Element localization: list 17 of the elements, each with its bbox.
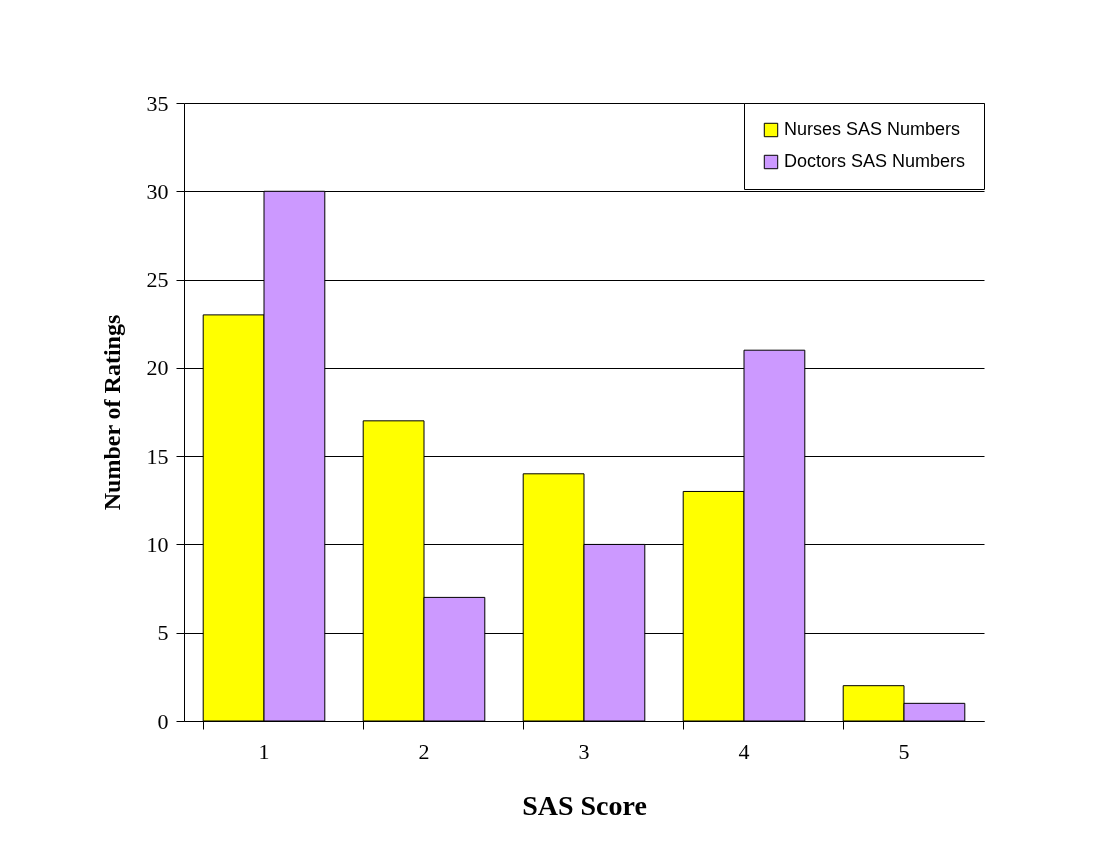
x-tick-label: 3 (578, 738, 590, 764)
x-axis-title: SAS Score (522, 789, 647, 821)
x-tick-label: 1 (258, 738, 270, 764)
y-tick-label: 30 (146, 178, 169, 204)
y-axis-title: Number of Ratings (98, 314, 125, 511)
legend-label: Nurses SAS Numbers (784, 119, 961, 139)
y-tick-label: 25 (146, 267, 169, 293)
legend-label: Doctors SAS Numbers (784, 151, 966, 171)
y-tick-label: 10 (146, 531, 169, 557)
y-tick-label: 0 (157, 708, 169, 734)
y-tick-label: 20 (146, 355, 169, 381)
y-tick-label: 35 (146, 90, 169, 116)
y-tick-label: 5 (157, 620, 169, 646)
x-tick-label: 4 (738, 738, 750, 764)
x-tick-label: 2 (418, 738, 430, 764)
y-tick-label: 15 (146, 443, 169, 469)
x-tick-label: 5 (898, 738, 910, 764)
